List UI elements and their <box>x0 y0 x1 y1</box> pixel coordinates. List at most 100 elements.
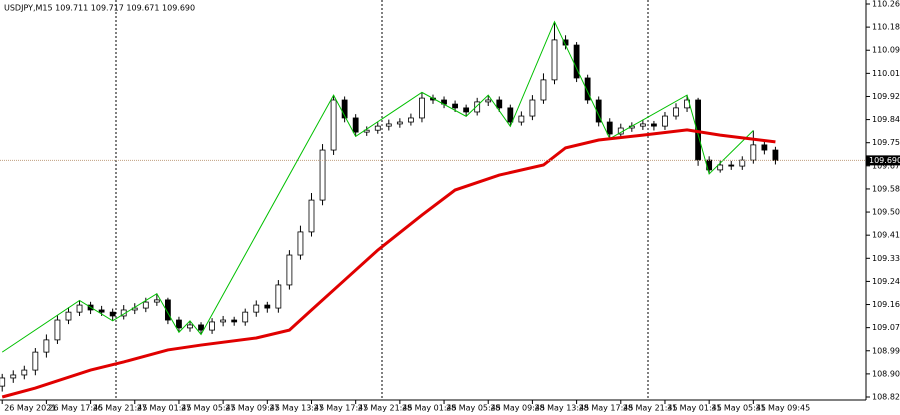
candle-body <box>209 321 215 331</box>
y-tick-label: 109.415 <box>872 231 900 240</box>
x-tick-label: 27 May 21:45 <box>358 404 413 413</box>
candle-body <box>374 125 381 131</box>
candle-body <box>573 44 580 79</box>
y-tick-label: 109.925 <box>872 92 900 101</box>
candle-body <box>529 99 536 117</box>
x-tick-label: 31 May 05:45 <box>711 404 766 413</box>
x-tick-label: 28 May 13:45 <box>534 404 589 413</box>
candle-body <box>385 123 392 127</box>
x-tick-label: 27 May 05:45 <box>181 404 236 413</box>
candle-body <box>164 299 171 321</box>
y-tick-label: 109.075 <box>872 323 900 332</box>
candle-body <box>330 99 337 151</box>
y-tick-label: 108.820 <box>872 393 900 402</box>
candle-body <box>639 123 646 127</box>
x-tick-label: 27 May 09:45 <box>225 404 280 413</box>
candle-body <box>507 107 514 123</box>
candle-body <box>65 311 72 321</box>
candle-body <box>286 254 293 286</box>
candle-body <box>739 159 746 167</box>
x-tick-label: 26 May 21:45 <box>93 404 148 413</box>
candle-body <box>153 299 160 303</box>
indicator-line <box>1 20 754 353</box>
candle-body <box>717 164 724 171</box>
candle-body <box>231 319 238 323</box>
candle-body <box>297 231 304 256</box>
x-tick-label: 27 May 13:45 <box>269 404 324 413</box>
x-tick-label: 28 May 09:45 <box>490 404 545 413</box>
y-tick-label: 109.585 <box>872 184 900 193</box>
candle-body <box>352 117 359 133</box>
candle-body <box>761 144 768 151</box>
candle-body <box>142 301 149 309</box>
candle-body <box>198 324 204 331</box>
x-tick-label: 28 May 01:45 <box>402 404 457 413</box>
candle-body <box>750 144 757 161</box>
candle-body <box>452 103 458 109</box>
candle-body <box>253 304 260 313</box>
x-tick-label: 28 May 21:45 <box>623 404 678 413</box>
plot-area <box>0 0 866 400</box>
y-tick-label: 110.180 <box>872 23 900 32</box>
candle-body <box>728 164 735 167</box>
candle-body <box>419 97 425 119</box>
x-tick-label: 28 May 17:45 <box>579 404 634 413</box>
candle-body <box>474 101 481 113</box>
candle-body <box>408 117 414 123</box>
candle-body <box>10 374 17 379</box>
candle-body <box>109 311 116 317</box>
x-tick-label: 28 May 05:45 <box>446 404 501 413</box>
x-tick-label: 26 May 17:45 <box>48 404 103 413</box>
marks <box>0 20 779 399</box>
candle-body <box>264 304 271 309</box>
candle-body <box>43 339 50 353</box>
candle-body <box>0 377 6 387</box>
candle-body <box>772 149 779 161</box>
candle-body <box>98 309 105 313</box>
candle-body <box>606 121 613 135</box>
candle-body <box>319 149 326 201</box>
y-tick-label: 108.905 <box>872 369 900 378</box>
current-price-box <box>866 155 900 166</box>
candle-body <box>242 311 249 323</box>
y-tick-label: 109.330 <box>872 254 900 263</box>
candle-body <box>341 99 348 119</box>
x-tick-label: 27 May 01:45 <box>137 404 192 413</box>
x-tick-label: 31 May 09:45 <box>755 404 810 413</box>
x-tick-label: 31 May 01:45 <box>667 404 722 413</box>
candle-body <box>187 324 193 329</box>
candle-body <box>662 115 668 127</box>
candle-body <box>76 304 83 313</box>
candle-body <box>540 79 547 101</box>
y-tick-label: 109.670 <box>872 161 900 170</box>
candle-body <box>463 107 470 113</box>
candle-body <box>275 284 282 309</box>
current-price-label: 109.690 <box>869 156 900 165</box>
candle-body <box>54 319 61 341</box>
chart-title: USDJPY,M15 109.711 109.717 109.671 109.6… <box>4 4 195 13</box>
y-tick-label: 109.755 <box>872 138 900 147</box>
candle-body <box>673 107 679 117</box>
y-tick-label: 109.245 <box>872 277 900 286</box>
x-tick-label: 26 May 2021 <box>4 404 56 413</box>
candle-body <box>220 319 227 323</box>
candle-body <box>176 319 182 329</box>
y-tick-label: 110.265 <box>872 0 900 9</box>
candle-body <box>32 351 39 371</box>
y-tick-label: 109.500 <box>872 208 900 217</box>
candle-body <box>308 199 315 233</box>
y-tick-label: 109.840 <box>872 115 900 124</box>
x-tick-label: 27 May 17:45 <box>313 404 368 413</box>
candle-body <box>518 115 525 123</box>
candle-body <box>496 99 503 109</box>
indicator-line <box>1 128 776 399</box>
candle-body <box>551 39 558 81</box>
y-tick-label: 109.160 <box>872 300 900 309</box>
candle-body <box>584 77 591 101</box>
candle-body <box>651 123 657 127</box>
y-tick-label: 108.990 <box>872 346 900 355</box>
y-tick-label: 110.095 <box>872 46 900 55</box>
candle-body <box>21 369 28 376</box>
candle-body <box>485 99 492 103</box>
